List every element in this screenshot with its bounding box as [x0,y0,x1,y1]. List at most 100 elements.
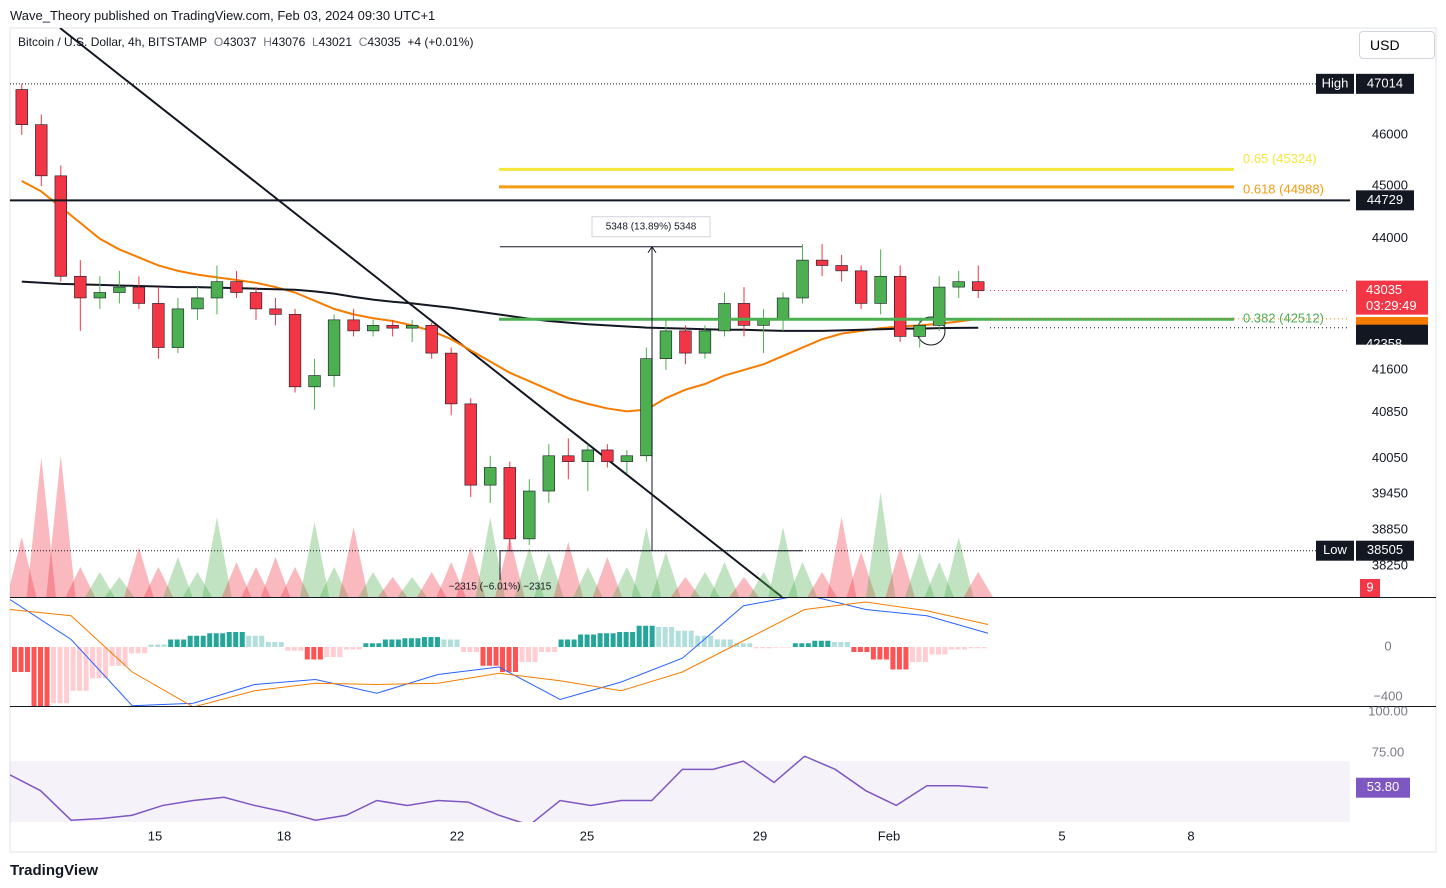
level-tag-text: High [1322,75,1349,90]
x-tick-label: 18 [277,828,291,843]
macd-hist-bar [96,647,102,679]
candle-body [854,270,868,304]
volume-spike [963,572,993,597]
measure-up-label: 5348 (13.89%) 5348 [606,221,697,232]
candle-body [776,297,790,321]
macd-hist-bar [779,647,785,648]
candle-body [113,286,126,293]
candle-body [757,319,770,326]
countdown: 03:29:49 [1366,298,1417,313]
candle-body [74,275,87,299]
macd-hist-bar [506,647,512,672]
volume-spike [202,517,232,597]
macd-hist-bar [844,642,850,647]
macd-hist-bar [434,637,440,647]
volume-spike [826,517,857,597]
macd-hist-bar [142,647,148,654]
ma-line [21,280,979,332]
macd-hist-bar [415,638,421,647]
volume-spike [260,557,291,597]
macd-hist-bar [584,634,590,647]
macd-hist-bar [369,643,375,647]
candle-body [972,281,985,291]
macd-hist-bar [64,647,70,704]
macd-hist-bar [981,647,987,649]
level-tag [1316,540,1354,561]
measure-box [591,216,711,238]
macd-hist-bar [753,647,759,649]
price-box [1356,316,1428,337]
macd-hist-bar [460,647,466,652]
candle-body [386,325,399,329]
candle-body [952,281,965,288]
macd-hist-bar [103,647,109,679]
currency-button[interactable]: USD [1359,31,1435,59]
volume-spike [26,457,56,597]
macd-hist-bar [773,647,779,648]
x-tick-label: 29 [753,828,767,843]
macd-hist-bar [526,647,532,662]
volume-spike [729,577,759,597]
macd-hist-bar [799,643,805,647]
macd-hist-bar [265,642,271,647]
macd-hist-bar [721,639,727,647]
price-box [1356,280,1428,315]
macd-hist-bar [948,647,954,650]
macd-hist-bar [838,642,844,647]
macd-hist-bar [135,647,141,654]
l-label: L [311,35,319,49]
volume-spike [612,567,642,597]
volume-spike [553,542,583,597]
macd-hist-bar [532,647,538,662]
volume-spike [65,567,95,597]
macd-hist-bar [630,632,636,647]
frame [9,27,1437,853]
macd-hist-bar [617,632,623,647]
macd-hist-bar [805,643,811,647]
x-tick-label: 25 [580,828,594,843]
level-value-box [1356,73,1414,94]
candle-body [425,325,438,354]
fib-label: 0.65 (45324) [1243,151,1317,166]
macd-hist-bar [916,647,922,662]
macd-hist-bar [604,633,610,647]
pane [10,598,989,706]
pane [10,83,1350,597]
candle-body [562,455,575,462]
macd-hist-bar [233,632,239,647]
macd-hist-bar [148,644,154,647]
candle-body [347,319,360,332]
macd-hist-bar [57,647,63,704]
macd-hist-bar [669,627,675,647]
macd-hist-bar [688,630,694,647]
macd-hist-bar [857,647,863,652]
macd-hist-bar [714,639,720,647]
macd-hist-bar [831,642,837,647]
macd-hist-bar [675,630,681,647]
candle-body [874,275,887,304]
volume-spike [768,527,798,597]
volume-spike [124,547,154,597]
volume-badge-text: 9 [1366,579,1373,594]
candle-body [152,303,165,348]
macd-hist-bar [70,647,76,691]
macd-hist-bar [870,647,876,660]
macd-hist-bar [44,647,50,706]
macd-hist-bar [636,625,642,647]
candle-body [132,286,146,304]
rsi-value-box [1356,777,1410,798]
signal-line [10,601,989,706]
macd-hist-bar [571,639,577,647]
measure-up [500,245,802,551]
macd-hist-bar [376,643,382,647]
candle-body [640,358,653,457]
macd-hist-bar [51,647,57,704]
macd-hist-bar [129,647,135,654]
macd-tick-label: 0 [1384,638,1391,653]
high: 43076 [271,35,306,49]
volume-spike [573,567,603,597]
macd-hist-bar [883,647,889,660]
volume-spike [299,522,330,597]
candle-body [171,308,185,348]
